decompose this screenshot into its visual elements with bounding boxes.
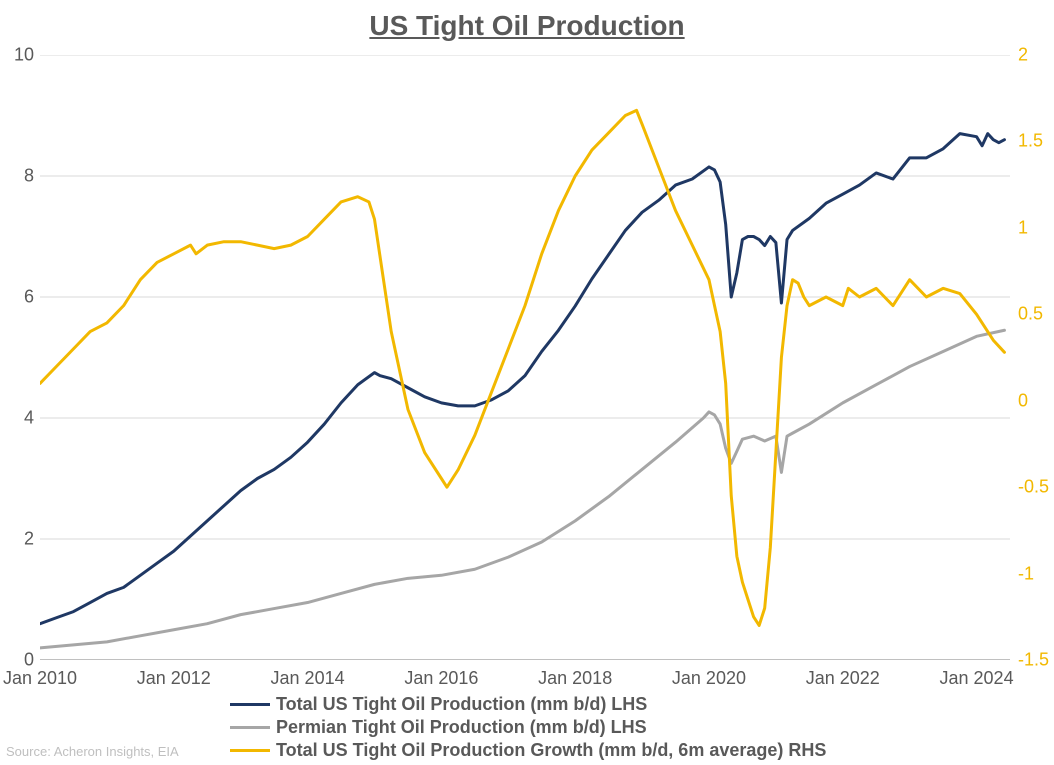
y-right-tick-label: -0.5 [1018,477,1049,498]
x-tick-label: Jan 2012 [137,668,211,689]
y-right-tick-label: 1.5 [1018,131,1043,152]
legend-label: Total US Tight Oil Production Growth (mm… [276,740,826,761]
y-right-tick-label: -1 [1018,563,1034,584]
y-right-tick-label: 0 [1018,390,1028,411]
legend-swatch [230,703,270,706]
x-tick-label: Jan 2016 [404,668,478,689]
source-note: Source: Acheron Insights, EIA [6,744,179,759]
chart-container: US Tight Oil Production 0 2 4 6 8 10 -1.5 -1 -0… [0,0,1054,765]
legend-item: Permian Tight Oil Production (mm b/d) LH… [230,717,826,738]
y-left-tick-label: 10 [14,45,34,66]
x-tick-label: Jan 2010 [3,668,77,689]
y-right-tick-label: 1 [1018,217,1028,238]
legend-item: Total US Tight Oil Production Growth (mm… [230,740,826,761]
y-left-tick-label: 8 [24,166,34,187]
chart-title: US Tight Oil Production [0,10,1054,42]
x-tick-label: Jan 2014 [271,668,345,689]
y-left-tick-label: 6 [24,287,34,308]
x-tick-label: Jan 2022 [806,668,880,689]
legend-label: Permian Tight Oil Production (mm b/d) LH… [276,717,647,738]
legend-swatch [230,726,270,729]
x-tick-label: Jan 2024 [940,668,1014,689]
chart-legend: Total US Tight Oil Production (mm b/d) L… [230,694,826,763]
y-left-tick-label: 4 [24,408,34,429]
x-tick-label: Jan 2020 [672,668,746,689]
y-right-tick-label: 2 [1018,45,1028,66]
y-right-tick-label: 0.5 [1018,304,1043,325]
legend-label: Total US Tight Oil Production (mm b/d) L… [276,694,647,715]
y-right-tick-label: -1.5 [1018,650,1049,671]
chart-plot-area [40,55,1010,660]
y-left-tick-label: 2 [24,529,34,550]
legend-swatch [230,749,270,752]
x-tick-label: Jan 2018 [538,668,612,689]
legend-item: Total US Tight Oil Production (mm b/d) L… [230,694,826,715]
